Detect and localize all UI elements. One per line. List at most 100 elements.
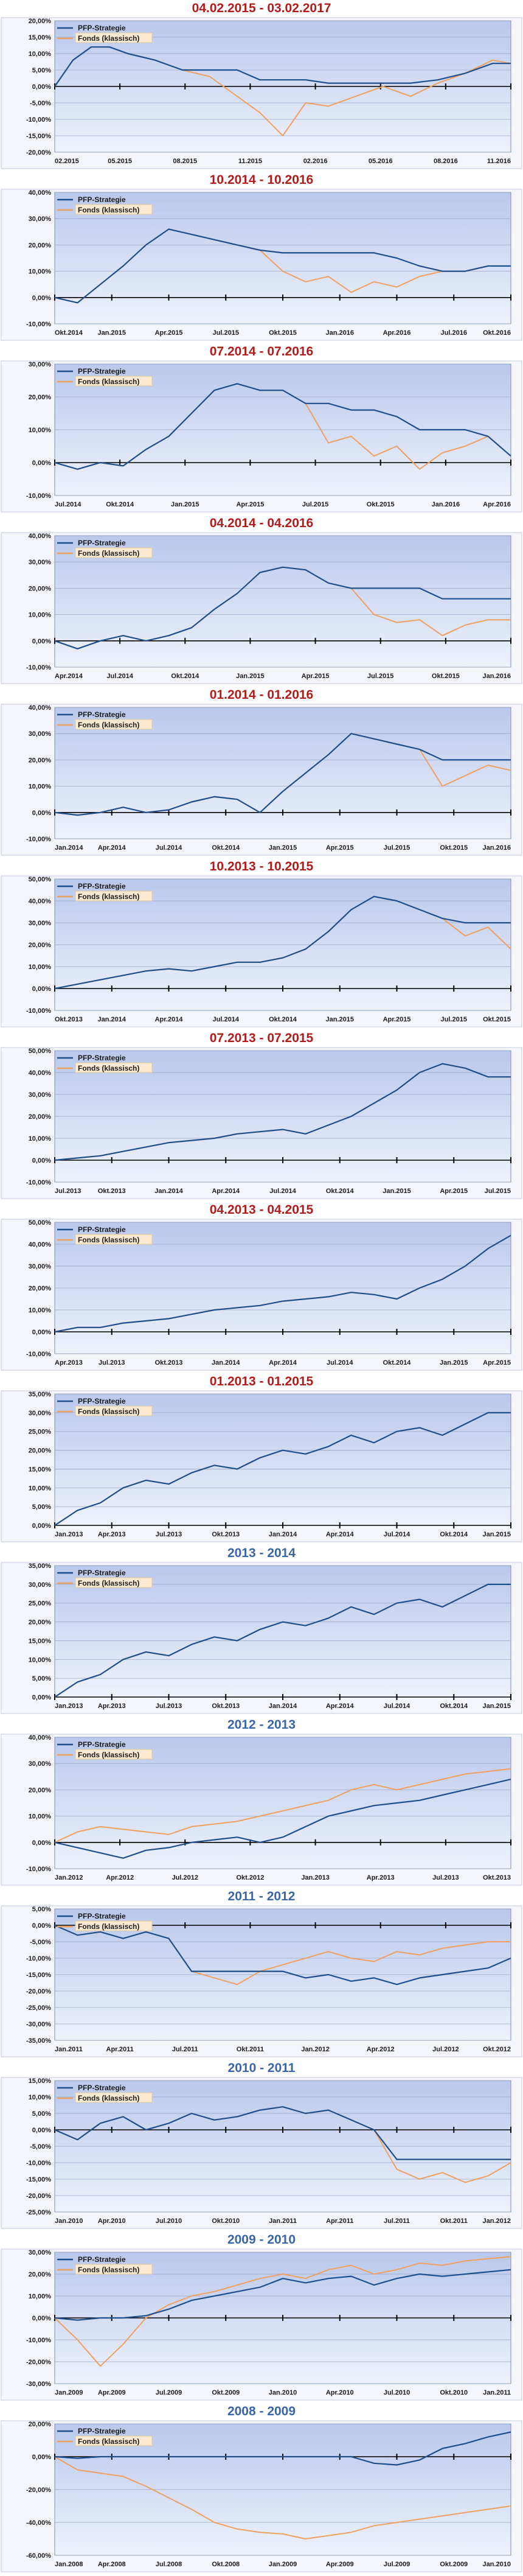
legend-label: Fonds (klassisch): [78, 1922, 139, 1931]
line-chart: 35,00% 30,00% 25,00% 20,00% 15,00% 10,00% 5,00…: [1, 1562, 522, 1714]
chart-title: 2008 - 2009: [227, 2404, 296, 2418]
x-tick-label: Jan.2015: [98, 329, 126, 337]
x-tick-label: Apr.2015: [236, 501, 264, 508]
x-tick-label: Apr.2013: [98, 1531, 126, 1538]
series-line-strategy: [54, 383, 511, 470]
legend: PFP-Strategie Fonds (klassisch): [57, 1054, 153, 1073]
series-line-strategy: [54, 2106, 511, 2160]
line-chart: 50,00% 40,00% 30,00% 20,00% 10,00% 0,00% -10,0…: [1, 1047, 522, 1199]
x-tick-label: Apr.2010: [98, 2217, 126, 2225]
chart-panel: 04.2013 - 04.2015 50,00% 40,00% 30,00% 20,00…: [0, 1202, 523, 1372]
line-chart: 30,00% 20,00% 10,00% 0,00% -10,00% Jul.2014 Ok…: [1, 360, 522, 513]
legend-label: PFP-Strategie: [78, 539, 126, 547]
x-tick-label: Jan.2013: [301, 1874, 329, 1881]
x-tick-label: Okt.2009: [212, 2389, 240, 2396]
legend-label: PFP-Strategie: [78, 882, 126, 891]
x-tick-label: Apr.2015: [483, 1359, 511, 1367]
x-tick-label: Jan.2014: [269, 1531, 297, 1538]
series-line-strategy: [54, 1234, 511, 1333]
x-tick-label: Okt.2015: [483, 1016, 511, 1023]
x-tick-label: Jan.2015: [326, 1016, 354, 1023]
chart-title: 07.2013 - 07.2015: [209, 1031, 314, 1045]
x-tick-label: Apr.2014: [155, 1016, 184, 1023]
legend-highlight: [75, 1405, 153, 1416]
legend-highlight: [75, 891, 153, 901]
series-line-strategy: [54, 895, 511, 990]
chart-panel: 2013 - 2014 35,00% 30,00% 25,00% 20,00% 15,00…: [0, 1545, 523, 1715]
x-tick-label: Jul.2009: [384, 2561, 410, 2568]
line-chart: 40,00% 30,00% 20,00% 10,00% 0,00% -10,00% Jan.…: [1, 704, 522, 856]
x-tick-label: Jan.2013: [55, 1703, 83, 1710]
y-tick-label: 10,00%: [29, 427, 52, 434]
series-line-strategy: [54, 566, 511, 649]
y-tick-label: 10,00%: [29, 1656, 52, 1664]
x-tick-label: Apr.2015: [326, 844, 354, 852]
y-tick-label: 15,00%: [29, 1637, 52, 1645]
series-line-strategy: [54, 1412, 511, 1526]
legend-label: Fonds (klassisch): [78, 377, 139, 386]
series-line-strategy: [54, 1063, 511, 1161]
series-line-strategy: [54, 1583, 511, 1698]
series-line-fund: [54, 1768, 511, 1843]
y-tick-label: -20,00%: [26, 149, 51, 156]
x-tick-label: Jul.2010: [384, 2389, 410, 2396]
series-line-fund: [54, 2256, 511, 2367]
x-tick-label: Jan.2016: [432, 501, 460, 508]
chart-panel: 2008 - 2009 20,00% 0,00% -20,00% -40,00% -60,…: [0, 2403, 523, 2574]
y-tick-label: 0,00%: [32, 2315, 51, 2322]
x-tick-label: Jul.2013: [55, 1188, 81, 1195]
y-tick-label: 40,00%: [29, 533, 52, 540]
legend-highlight: [75, 547, 153, 558]
y-tick-label: -15,00%: [26, 133, 51, 140]
legend-highlight: [75, 1920, 153, 1931]
x-tick-label: Jan.2009: [269, 2561, 297, 2568]
y-tick-label: 10,00%: [29, 612, 52, 619]
x-tick-label: Jan.2016: [483, 673, 511, 680]
y-tick-label: 0,00%: [32, 985, 51, 993]
y-tick-label: -20,00%: [26, 2359, 51, 2366]
x-tick-label: Apr.2012: [106, 1874, 134, 1881]
y-tick-label: 25,00%: [29, 1600, 52, 1608]
x-tick-label: Okt.2010: [440, 2389, 468, 2396]
x-tick-label: Okt.2015: [367, 501, 395, 508]
chart-panel: 2009 - 2010 30,00% 20,00% 10,00% 0,00% -10,00…: [0, 2231, 523, 2402]
chart-panel: 2011 - 2012 5,00% 0,00% -5,00% -10,00% -15,00…: [0, 1888, 523, 2059]
x-tick-label: Okt.2008: [212, 2561, 240, 2568]
legend-label: Fonds (klassisch): [78, 549, 139, 558]
y-tick-label: 5,00%: [32, 1675, 51, 1682]
x-tick-label: Jul.2015: [384, 844, 410, 852]
x-tick-label: Jul.2010: [156, 2217, 182, 2225]
legend: PFP-Strategie Fonds (klassisch): [57, 24, 153, 43]
x-tick-label: Okt.2013: [212, 1703, 240, 1710]
x-tick-label: Jul.2015: [441, 1016, 467, 1023]
y-tick-label: -10,00%: [26, 2337, 51, 2344]
legend: PFP-Strategie Fonds (klassisch): [57, 1397, 153, 1416]
legend-label: Fonds (klassisch): [78, 892, 139, 901]
legend-label: PFP-Strategie: [78, 1397, 126, 1405]
y-tick-label: -35,00%: [26, 2037, 51, 2045]
y-tick-label: 25,00%: [29, 1429, 52, 1436]
x-tick-label: Jan.2013: [55, 1531, 83, 1538]
x-tick-label: Jul.2013: [432, 1874, 459, 1881]
y-tick-label: 10,00%: [29, 1135, 52, 1143]
chart-title: 01.2014 - 01.2016: [209, 688, 314, 702]
legend: PFP-Strategie Fonds (klassisch): [57, 1740, 153, 1760]
x-tick-label: Jul.2013: [156, 1703, 182, 1710]
y-tick-label: 40,00%: [29, 898, 52, 905]
line-chart: 40,00% 30,00% 20,00% 10,00% 0,00% -10,00% Apr.…: [1, 532, 522, 684]
y-tick-label: 0,00%: [32, 1922, 51, 1930]
y-tick-label: 10,00%: [29, 2094, 52, 2101]
y-tick-label: 0,00%: [32, 810, 51, 817]
x-tick-label: Apr.2014: [55, 673, 83, 680]
y-tick-label: -30,00%: [26, 2381, 51, 2388]
y-tick-label: 20,00%: [29, 242, 52, 249]
x-tick-label: 05.2015: [108, 158, 132, 165]
legend-label: PFP-Strategie: [78, 2427, 126, 2435]
y-tick-label: 15,00%: [29, 34, 52, 41]
y-tick-label: 10,00%: [29, 2293, 52, 2300]
x-tick-label: Okt.2014: [212, 844, 240, 852]
x-tick-label: 02.2016: [303, 158, 328, 165]
x-tick-label: Jan.2012: [55, 1874, 83, 1881]
line-chart: 50,00% 40,00% 30,00% 20,00% 10,00% 0,00% -10,0…: [1, 875, 522, 1027]
legend: PFP-Strategie Fonds (klassisch): [57, 1569, 153, 1588]
